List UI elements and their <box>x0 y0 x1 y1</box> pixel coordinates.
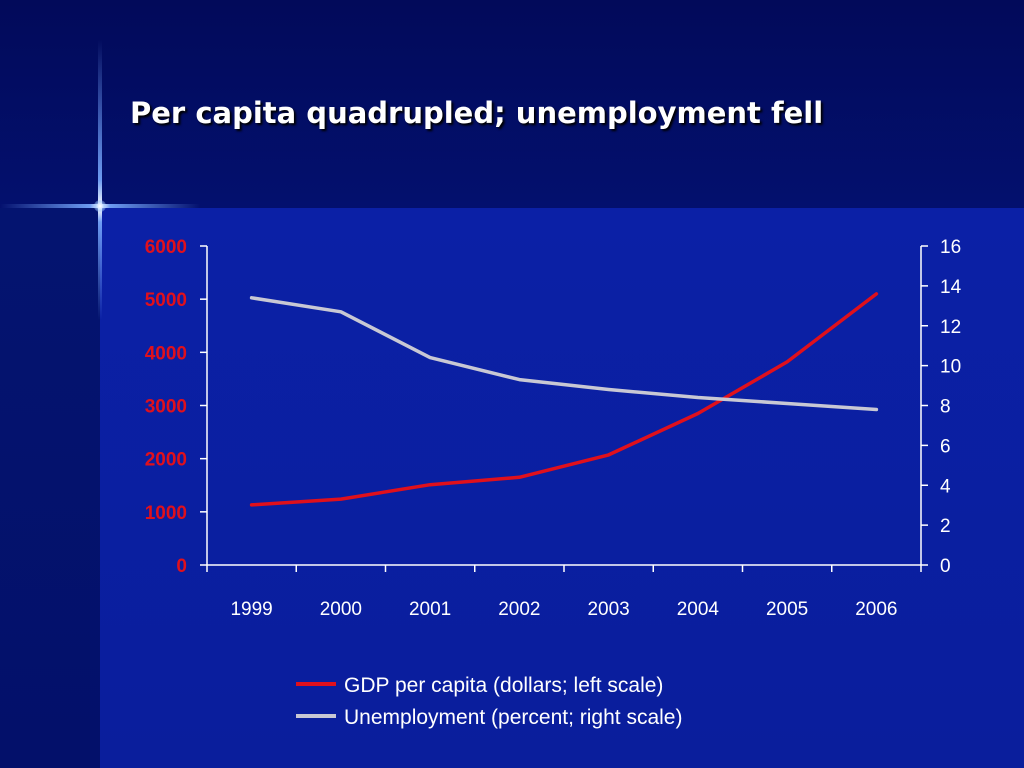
x-axis-tick-label: 2000 <box>320 599 362 620</box>
light-flare-vertical <box>98 40 102 320</box>
left-axis-tick-label: 3000 <box>145 397 187 418</box>
left-axis-tick-label: 5000 <box>145 290 187 311</box>
right-axis-tick-label: 10 <box>940 357 961 378</box>
right-axis-tick-label: 0 <box>940 556 951 577</box>
slide-header-background <box>0 0 1024 208</box>
left-axis-tick-label: 2000 <box>145 450 187 471</box>
x-axis-tick-label: 1999 <box>230 599 272 620</box>
legend-label: Unemployment (percent; right scale) <box>344 706 682 729</box>
right-axis-tick-label: 14 <box>940 277 962 298</box>
x-axis-tick-label: 2003 <box>587 599 629 620</box>
x-axis-tick-label: 2004 <box>677 599 720 620</box>
light-flare-center <box>94 200 106 212</box>
right-axis-tick-label: 6 <box>940 436 951 457</box>
right-axis-tick-label: 4 <box>940 476 951 497</box>
slide-title: Per capita quadrupled; unemployment fell <box>130 96 824 130</box>
left-axis-tick-label: 0 <box>176 556 187 577</box>
x-axis-tick-label: 2006 <box>855 599 897 620</box>
left-axis-tick-label: 4000 <box>145 343 187 364</box>
slide-body-background <box>100 208 1024 768</box>
unemployment-line <box>249 296 879 412</box>
x-axis-tick-label: 2005 <box>766 599 808 620</box>
gdp-per-capita-line <box>249 292 879 507</box>
right-axis-tick-label: 2 <box>940 516 951 537</box>
x-axis-tick-label: 2002 <box>498 599 540 620</box>
right-axis-tick-label: 16 <box>940 237 961 258</box>
legend-label: GDP per capita (dollars; left scale) <box>344 674 663 697</box>
right-axis-tick-label: 12 <box>940 317 961 338</box>
slide-left-band <box>0 208 100 768</box>
left-axis-tick-label: 6000 <box>145 237 187 258</box>
left-axis-tick-label: 1000 <box>145 503 187 524</box>
x-axis-tick-label: 2001 <box>409 599 451 620</box>
right-axis-tick-label: 8 <box>940 397 951 418</box>
